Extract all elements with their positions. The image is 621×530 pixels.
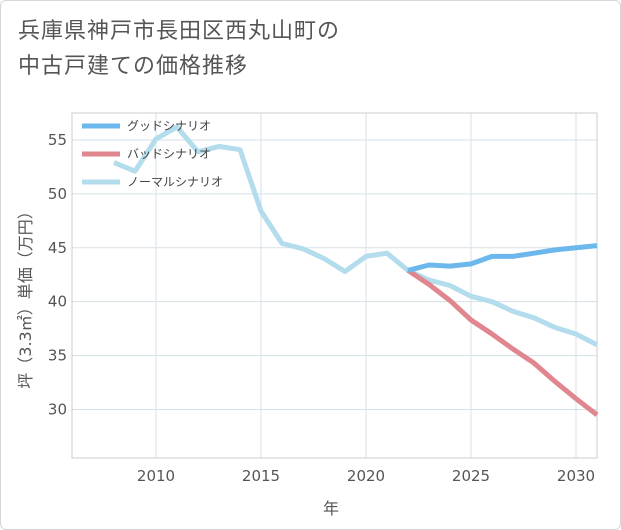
y-tick-label: 30 [48, 400, 67, 418]
series-line-good [407, 243, 598, 273]
y-tick-label: 40 [48, 293, 67, 311]
series-line-normal [113, 124, 599, 348]
chart-title: 兵庫県神戸市長田区西丸山町の 中古戸建ての価格推移 [18, 19, 341, 79]
legend-label: グッドシナリオ [127, 119, 211, 133]
y-tick-label: 45 [48, 239, 67, 257]
legend-label: バッドシナリオ [127, 147, 211, 161]
y-tick-label: 55 [48, 131, 67, 149]
legend-label: ノーマルシナリオ [127, 175, 223, 189]
x-tick-label: 2030 [557, 467, 595, 485]
series-line-bad [406, 268, 599, 417]
y-tick-label: 50 [48, 185, 67, 203]
x-tick-label: 2025 [452, 467, 490, 485]
tick-labels: 2010 2015 2020 2025 2030 30 35 40 45 50 55 [48, 131, 595, 485]
legend-item-normal: ノーマルシナリオ [82, 175, 223, 189]
x-tick-label: 2020 [347, 467, 385, 485]
y-tick-label: 35 [48, 347, 67, 365]
x-tick-label: 2015 [242, 467, 280, 485]
series-lines [113, 124, 599, 417]
legend-item-bad: バッドシナリオ [82, 147, 211, 161]
y-axis-title: 坪（3.3㎡）単価（万円） [16, 203, 35, 388]
x-tick-label: 2010 [137, 467, 175, 485]
x-axis-title: 年 [323, 499, 339, 518]
legend-item-good: グッドシナリオ [82, 119, 211, 133]
plot-area-border [71, 112, 598, 459]
grid-lines [72, 113, 597, 458]
